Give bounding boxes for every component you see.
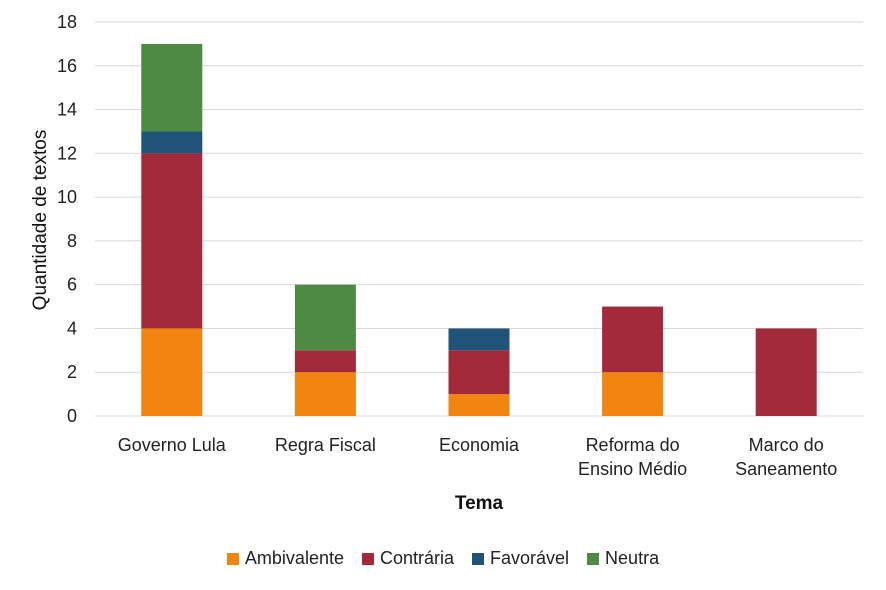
y-tick-label: 4 [67, 318, 77, 338]
bar-segment-contraria [602, 306, 664, 373]
bar-segment-favoravel [448, 328, 510, 351]
legend-item: Favorável [472, 548, 569, 569]
y-tick-label: 0 [67, 406, 77, 426]
bar-segment-contraria [141, 153, 203, 329]
x-tick-label: Reforma do [586, 435, 680, 455]
y-tick-label: 12 [57, 143, 77, 163]
legend-label: Favorável [490, 548, 570, 568]
bar-segment-contraria [755, 328, 817, 416]
x-tick-label: Ensino Médio [578, 459, 687, 479]
legend-swatch [587, 552, 600, 565]
legend-swatch [361, 552, 374, 565]
legend-swatch [226, 552, 239, 565]
y-tick-label: 10 [57, 187, 77, 207]
legend-label: Ambivalente [244, 548, 344, 568]
x-tick-label: Governo Lula [118, 435, 227, 455]
bars [141, 43, 817, 416]
y-tick-label: 14 [57, 100, 77, 120]
bar-segment-neutra [141, 43, 203, 132]
x-tick-labels: Governo Lula Regra Fiscal Economia Reforma … [118, 435, 837, 479]
y-tick-labels: 0 2 4 6 8 10 12 14 16 18 [57, 12, 77, 426]
legend-label: Neutra [605, 548, 660, 568]
bar-segment-ambivalente [448, 394, 510, 416]
y-tick-label: 16 [57, 56, 77, 76]
bar-segment-neutra [294, 284, 356, 351]
x-tick-label: Marco do [749, 435, 824, 455]
x-tick-label: Economia [439, 435, 520, 455]
bar-segment-contraria [448, 350, 510, 395]
legend-swatch [472, 552, 485, 565]
y-axis-title: Quantidade de textos [30, 130, 51, 311]
bar-segment-ambivalente [602, 372, 664, 416]
legend: Ambivalente Contrária Favorável Neutra [0, 548, 886, 569]
legend-label: Contrária [379, 548, 455, 568]
y-tick-label: 18 [57, 12, 77, 32]
x-tick-label: Regra Fiscal [275, 435, 376, 455]
bar-segment-ambivalente [294, 372, 356, 416]
bar-segment-ambivalente [141, 328, 203, 416]
y-tick-label: 8 [67, 231, 77, 251]
bar-segment-contraria [294, 350, 356, 373]
stacked-bar-chart: 0 2 4 6 8 10 12 14 16 18 Governo Lula Regra Fiscal… [30, 12, 863, 514]
x-axis-title: Tema [455, 493, 504, 514]
legend-item: Contrária [361, 548, 455, 569]
gridlines [95, 21, 863, 417]
bar-segment-favoravel [141, 131, 203, 154]
y-tick-label: 6 [67, 275, 77, 295]
legend-item: Ambivalente [226, 548, 344, 569]
legend-item: Neutra [587, 548, 659, 569]
x-tick-label: Saneamento [735, 459, 837, 479]
y-tick-label: 2 [67, 362, 77, 382]
